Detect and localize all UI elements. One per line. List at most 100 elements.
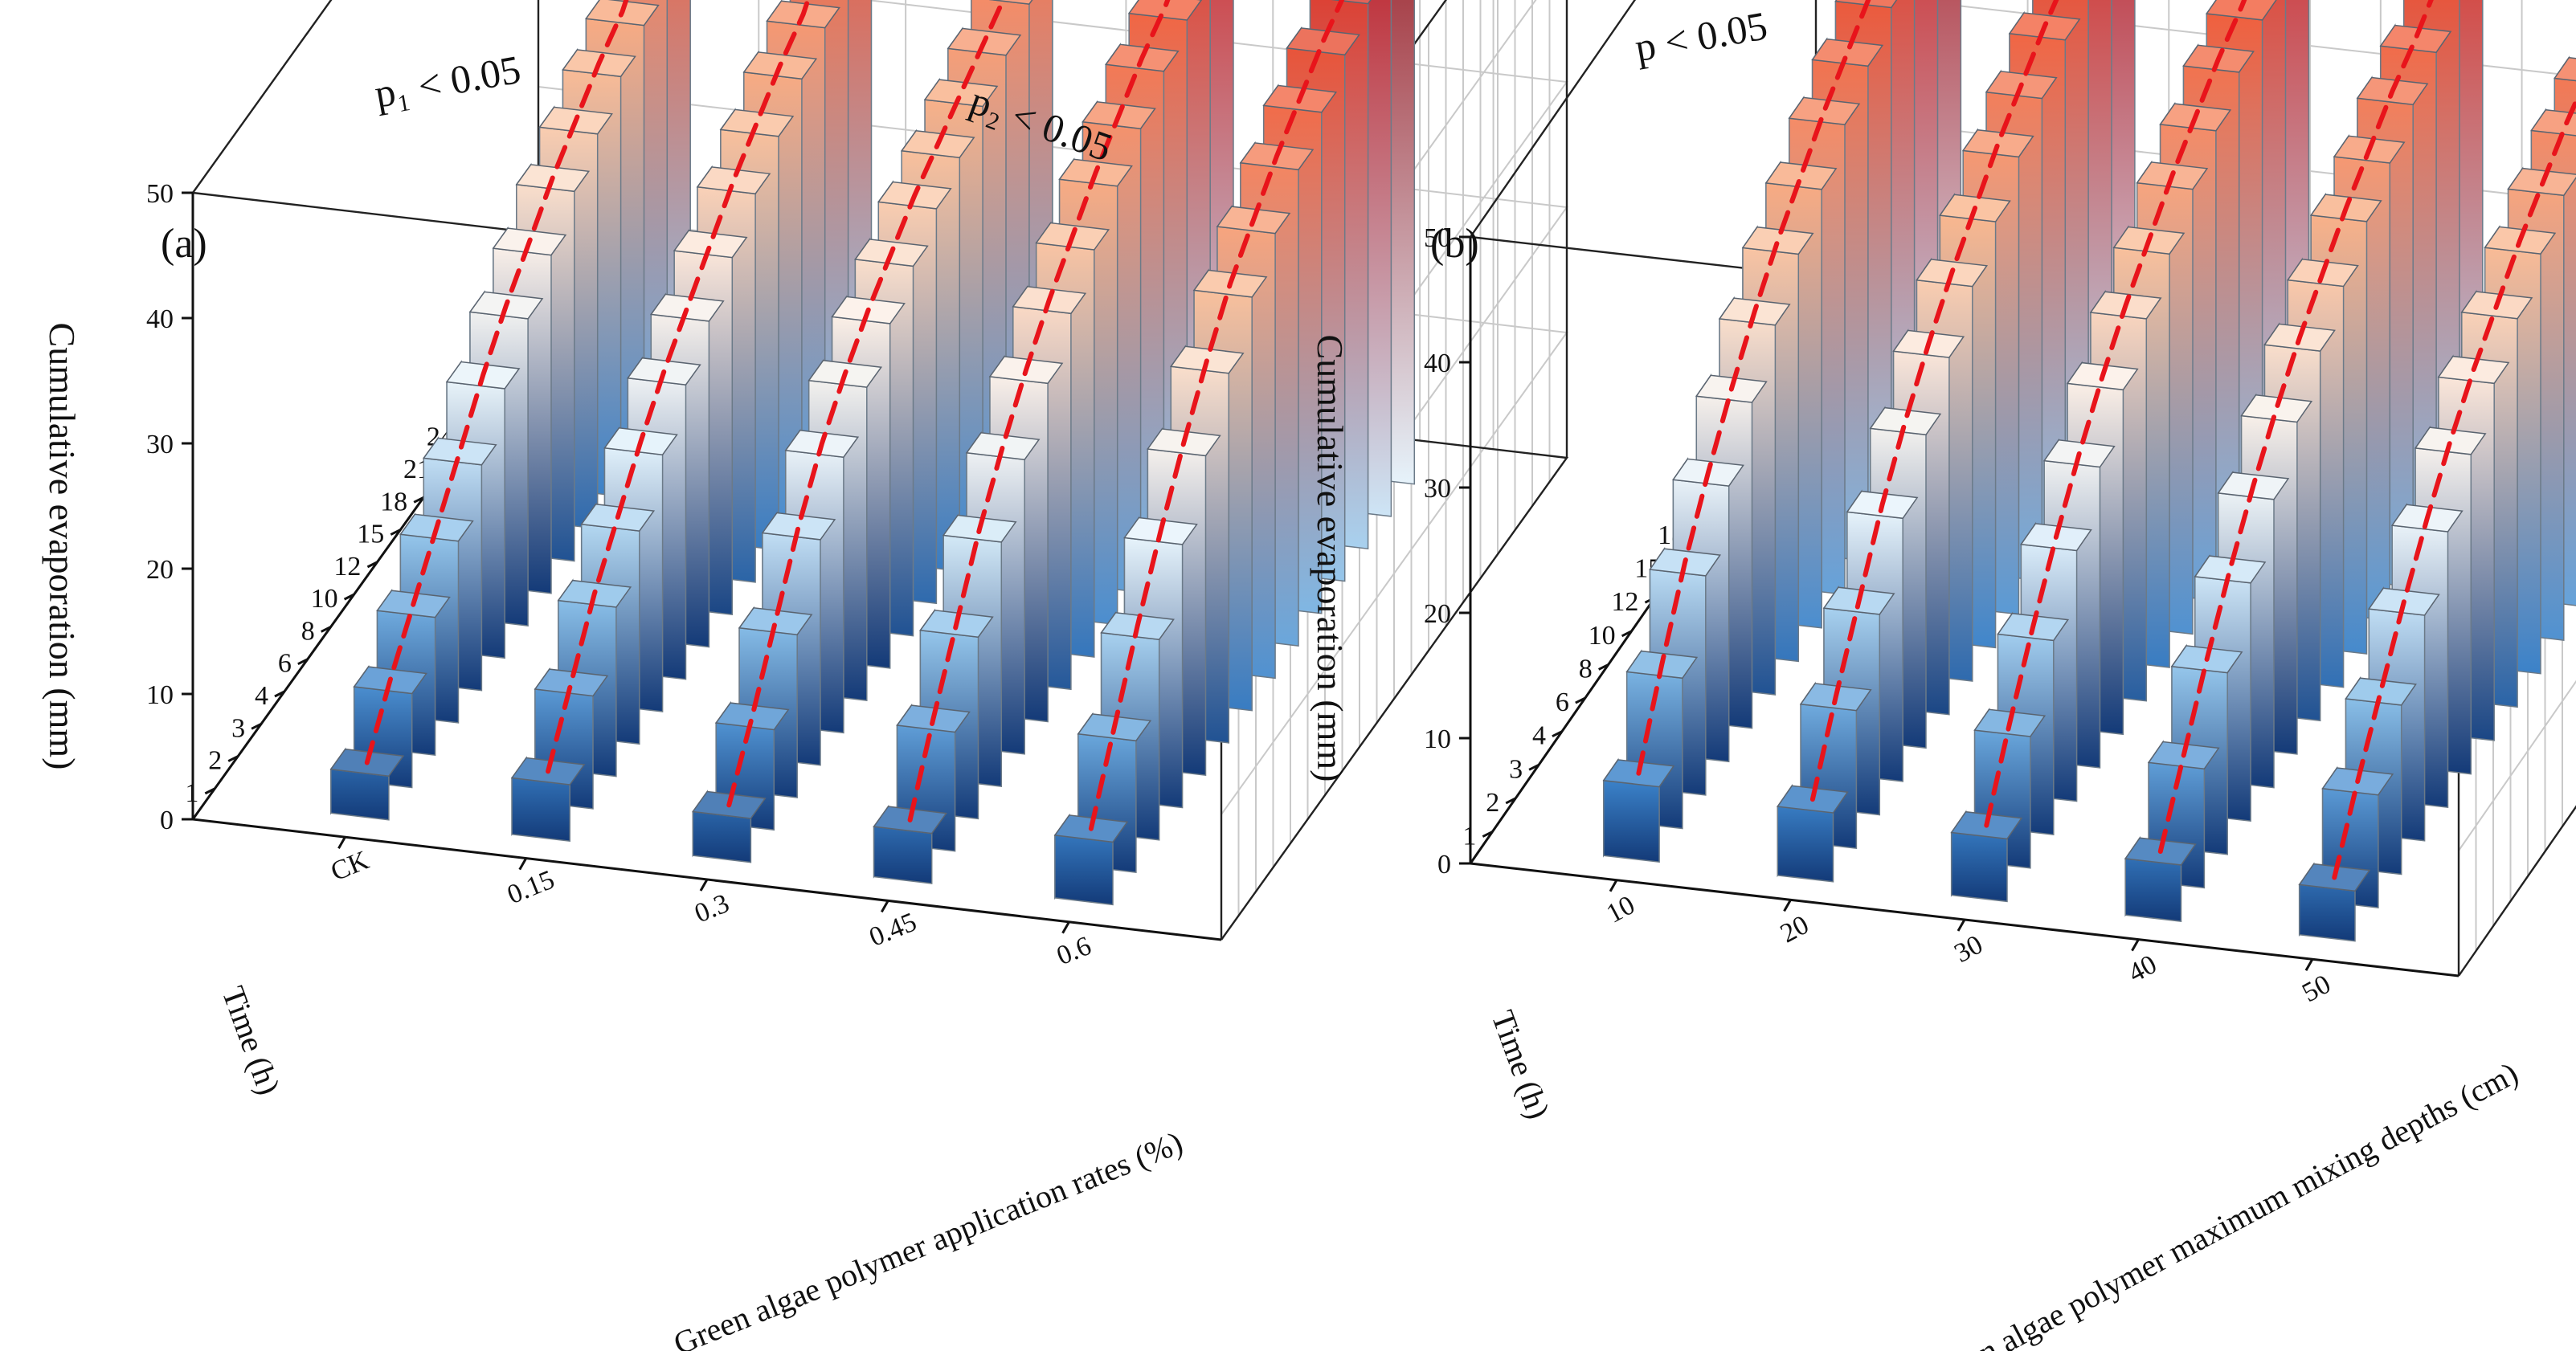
category-tick bbox=[1957, 919, 1966, 932]
p-value-annotation: p < 0.05 bbox=[1632, 2, 1771, 70]
bar-top-face bbox=[534, 668, 609, 697]
trend-line-50 bbox=[2332, 96, 2576, 880]
category-axis-title: Green algae polymer application rates (%… bbox=[669, 1124, 1188, 1351]
bar-front-face bbox=[1777, 806, 1834, 883]
bars bbox=[329, 0, 1416, 906]
trend-line-30 bbox=[1984, 0, 2247, 828]
time-tick-label: 12 bbox=[1611, 587, 1638, 617]
time-tick-label: 8 bbox=[301, 616, 315, 646]
trend-line-40 bbox=[2157, 0, 2434, 854]
time-tick bbox=[1598, 663, 1609, 671]
time-tick bbox=[297, 658, 309, 666]
category-tick bbox=[1609, 879, 1618, 892]
trend-line-0.45 bbox=[907, 0, 1171, 822]
z-tick-label: 30 bbox=[1424, 474, 1451, 504]
time-tick bbox=[1621, 630, 1633, 638]
bar-front-face bbox=[2124, 858, 2182, 922]
p-value-annotation: p₁ < 0.05 bbox=[371, 47, 524, 116]
bar-top-face bbox=[1331, 0, 1372, 5]
trend-lines bbox=[364, 0, 1345, 831]
bar-top-face bbox=[923, 79, 999, 108]
bar-top-face bbox=[2345, 677, 2417, 706]
category-tick bbox=[1061, 921, 1070, 934]
time-tick-label: 10 bbox=[311, 584, 338, 614]
trend-line-10 bbox=[1636, 0, 1871, 776]
time-tick-label: 18 bbox=[380, 487, 407, 516]
time-tick bbox=[1482, 831, 1494, 838]
time-tick-label: 10 bbox=[1589, 621, 1616, 651]
trend-line-0.15 bbox=[546, 0, 811, 774]
bar-top-face bbox=[1764, 161, 1838, 190]
bar-front-face bbox=[1603, 779, 1660, 863]
bar-top-face bbox=[1741, 226, 1814, 255]
time-tick bbox=[413, 496, 424, 504]
trend-line-CK bbox=[364, 0, 629, 765]
time-tick bbox=[321, 626, 332, 633]
bar-top-face bbox=[1961, 129, 2034, 158]
z-tick-label: 0 bbox=[160, 806, 174, 835]
trend-lines bbox=[1636, 0, 2576, 880]
category-tick-label: 30 bbox=[1949, 929, 1987, 969]
time-axis-title: Time (h) bbox=[215, 982, 288, 1100]
time-tick-label: 1 bbox=[185, 778, 198, 808]
bar-front-face bbox=[692, 810, 752, 863]
time-tick-label: 4 bbox=[1532, 721, 1546, 751]
bar-front-face bbox=[511, 777, 570, 843]
time-tick-label: 4 bbox=[255, 681, 268, 711]
category-axis-title: Green algae polymer maximum mixing depth… bbox=[1917, 1055, 2524, 1351]
time-tick bbox=[1505, 797, 1516, 805]
bar-top-face bbox=[2530, 108, 2576, 137]
category-tick bbox=[2131, 938, 2140, 952]
category-tick bbox=[1783, 899, 1792, 912]
bar-top-face bbox=[422, 437, 497, 466]
category-tick bbox=[518, 857, 528, 871]
category-tick-label: 50 bbox=[2297, 969, 2335, 1009]
time-tick bbox=[343, 593, 355, 601]
category-tick-label: 0.45 bbox=[865, 907, 921, 953]
bar-top-face bbox=[673, 230, 748, 259]
z-tick-label: 10 bbox=[1424, 724, 1451, 754]
category-tick-label: 0.15 bbox=[503, 865, 558, 911]
time-tick-label: 8 bbox=[1579, 654, 1593, 684]
category-tick bbox=[2304, 958, 2314, 972]
panel-label: (a) bbox=[161, 221, 207, 267]
category-tick-label: 20 bbox=[1776, 910, 1813, 949]
time-tick-label: 2 bbox=[1486, 788, 1499, 818]
time-axis-title: Time (h) bbox=[1485, 1006, 1557, 1124]
category-tick bbox=[699, 879, 709, 892]
time-tick bbox=[366, 561, 378, 569]
bar-top-face bbox=[1869, 406, 1942, 436]
time-tick bbox=[227, 755, 239, 762]
trend-line-0.3 bbox=[726, 0, 1006, 808]
bar-top-face bbox=[1811, 38, 1884, 67]
bar-front-face bbox=[2298, 884, 2356, 942]
bar-front-face bbox=[873, 826, 933, 884]
bar-30-t1 bbox=[1950, 810, 2023, 903]
bar-0.3-t2 bbox=[714, 700, 790, 831]
bar-top-face bbox=[1788, 96, 1861, 125]
category-tick-label: 10 bbox=[1601, 890, 1639, 929]
z-tick-label: 10 bbox=[146, 680, 174, 710]
time-tick bbox=[1552, 730, 1563, 738]
bars bbox=[1602, 0, 2576, 942]
bar-top-face bbox=[761, 512, 836, 541]
category-tick-label: 0.3 bbox=[690, 888, 733, 929]
bar-top-face bbox=[738, 607, 813, 635]
bar-top-face bbox=[2553, 56, 2576, 82]
time-tick-label: 6 bbox=[278, 649, 292, 679]
time-tick bbox=[390, 529, 401, 536]
time-tick bbox=[274, 690, 285, 698]
z-tick-label: 50 bbox=[1424, 223, 1451, 253]
time-tick bbox=[1528, 763, 1539, 771]
bar-top-face bbox=[1127, 0, 1203, 21]
time-tick-label: 1 bbox=[1462, 822, 1476, 851]
bar-0.15-t1 bbox=[510, 756, 586, 843]
time-tick-label: 3 bbox=[1509, 754, 1523, 784]
z-tick-label: 40 bbox=[146, 304, 174, 334]
panel-b: 0102030405012346810121518212436481020304… bbox=[1310, 0, 2576, 1355]
trend-line-0.6 bbox=[1088, 0, 1345, 831]
bar-front-face bbox=[1054, 835, 1114, 906]
time-tick-label: 6 bbox=[1556, 688, 1569, 717]
